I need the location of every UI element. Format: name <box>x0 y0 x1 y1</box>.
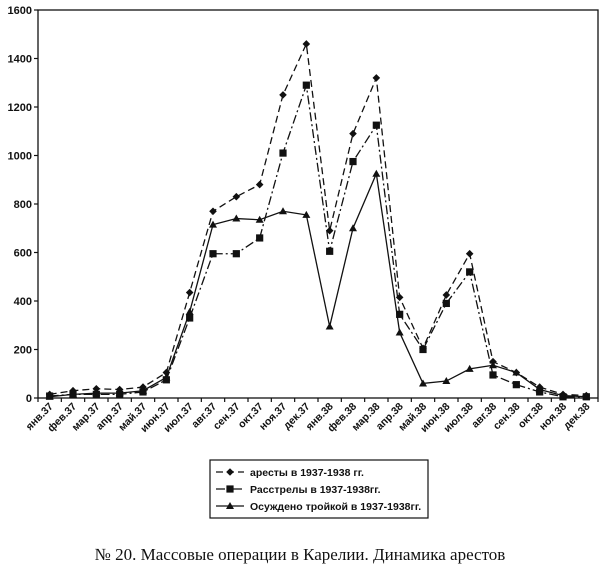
legend-item: Осуждено тройкой в 1937-1938гг. <box>216 501 421 513</box>
data-point <box>325 322 334 330</box>
data-point <box>255 215 264 223</box>
data-point <box>302 40 311 48</box>
y-tick-label: 800 <box>14 199 32 211</box>
chart-caption: № 20. Массовые операции в Карелии. Динам… <box>95 545 506 564</box>
y-tick-label: 0 <box>26 393 32 405</box>
legend-label: аресты в 1937-1938 гг. <box>250 467 364 479</box>
data-point <box>349 224 357 232</box>
legend-label: Расстрелы в 1937-1938гг. <box>250 484 381 496</box>
series-line <box>49 171 587 398</box>
y-tick-label: 1600 <box>8 5 32 17</box>
data-point <box>512 381 520 389</box>
x-tick-label: дек.38 <box>561 401 592 432</box>
data-point <box>302 210 311 218</box>
data-point <box>465 249 474 258</box>
data-point <box>232 214 241 222</box>
data-point <box>232 250 240 258</box>
legend-marker <box>226 485 234 493</box>
data-point <box>69 390 77 398</box>
data-point <box>349 157 357 166</box>
y-tick-label: 1000 <box>8 151 32 163</box>
data-point <box>442 299 450 308</box>
data-point <box>279 207 287 215</box>
data-point <box>209 220 217 228</box>
data-point <box>92 389 101 397</box>
y-tick-label: 200 <box>14 345 32 357</box>
y-tick-label: 600 <box>14 248 32 260</box>
data-point <box>489 361 497 369</box>
data-point <box>92 384 101 393</box>
data-point <box>186 314 194 322</box>
data-point <box>395 328 404 336</box>
legend-marker <box>226 502 234 509</box>
data-point <box>325 226 334 235</box>
data-point <box>279 91 287 99</box>
y-tick-label: 1400 <box>8 54 32 66</box>
data-point <box>139 386 147 394</box>
data-point <box>442 377 451 385</box>
series-1 <box>45 40 591 400</box>
data-point <box>372 74 381 82</box>
legend-item: аресты в 1937-1938 гг. <box>216 467 364 479</box>
data-point <box>185 307 194 315</box>
series-3 <box>45 169 591 400</box>
x-axis: янв.37фев.37мар.37апр.37май.37июн.37июл.… <box>24 398 599 435</box>
data-point <box>279 149 287 157</box>
y-axis: 0 200 400 600 800 1000 1200 1400 1600 <box>8 5 38 405</box>
data-point <box>465 364 474 372</box>
legend: аресты в 1937-1938 гг. Расстрелы в 1937-1… <box>209 459 429 519</box>
data-point <box>162 373 171 381</box>
series-line <box>49 84 587 398</box>
data-point <box>209 250 217 258</box>
data-point <box>326 247 334 255</box>
series-2 <box>46 81 590 401</box>
data-point <box>372 169 381 177</box>
legend-box <box>209 459 429 519</box>
x-tick-label: сен.37 <box>211 401 243 433</box>
data-point <box>442 291 451 299</box>
data-point <box>45 392 54 400</box>
data-point <box>185 288 194 297</box>
x-tick-label: сен.38 <box>491 401 523 433</box>
data-point <box>209 207 217 216</box>
data-point <box>115 389 124 397</box>
data-point <box>256 234 264 242</box>
data-point <box>419 345 427 354</box>
data-point <box>419 379 427 387</box>
data-point <box>396 310 404 318</box>
legend-item: Расстрелы в 1937-1938гг. <box>216 484 381 496</box>
legend-marker <box>226 468 234 476</box>
data-point <box>232 192 241 201</box>
series-layer <box>45 40 591 401</box>
y-tick-label: 400 <box>14 296 32 308</box>
data-point <box>255 180 264 189</box>
plot-border <box>37 9 599 399</box>
data-point <box>535 385 544 393</box>
data-point <box>466 268 474 276</box>
series-line <box>49 41 587 397</box>
data-point <box>582 392 591 400</box>
data-point <box>349 129 357 138</box>
data-point <box>302 81 310 89</box>
data-point <box>372 121 380 129</box>
legend-label: Осуждено тройкой в 1937-1938гг. <box>250 501 421 513</box>
y-tick-label: 1200 <box>8 102 32 114</box>
data-point <box>489 371 497 379</box>
plot-frame <box>37 9 599 399</box>
data-point <box>162 368 171 377</box>
data-point <box>512 368 521 376</box>
data-point <box>559 391 567 399</box>
